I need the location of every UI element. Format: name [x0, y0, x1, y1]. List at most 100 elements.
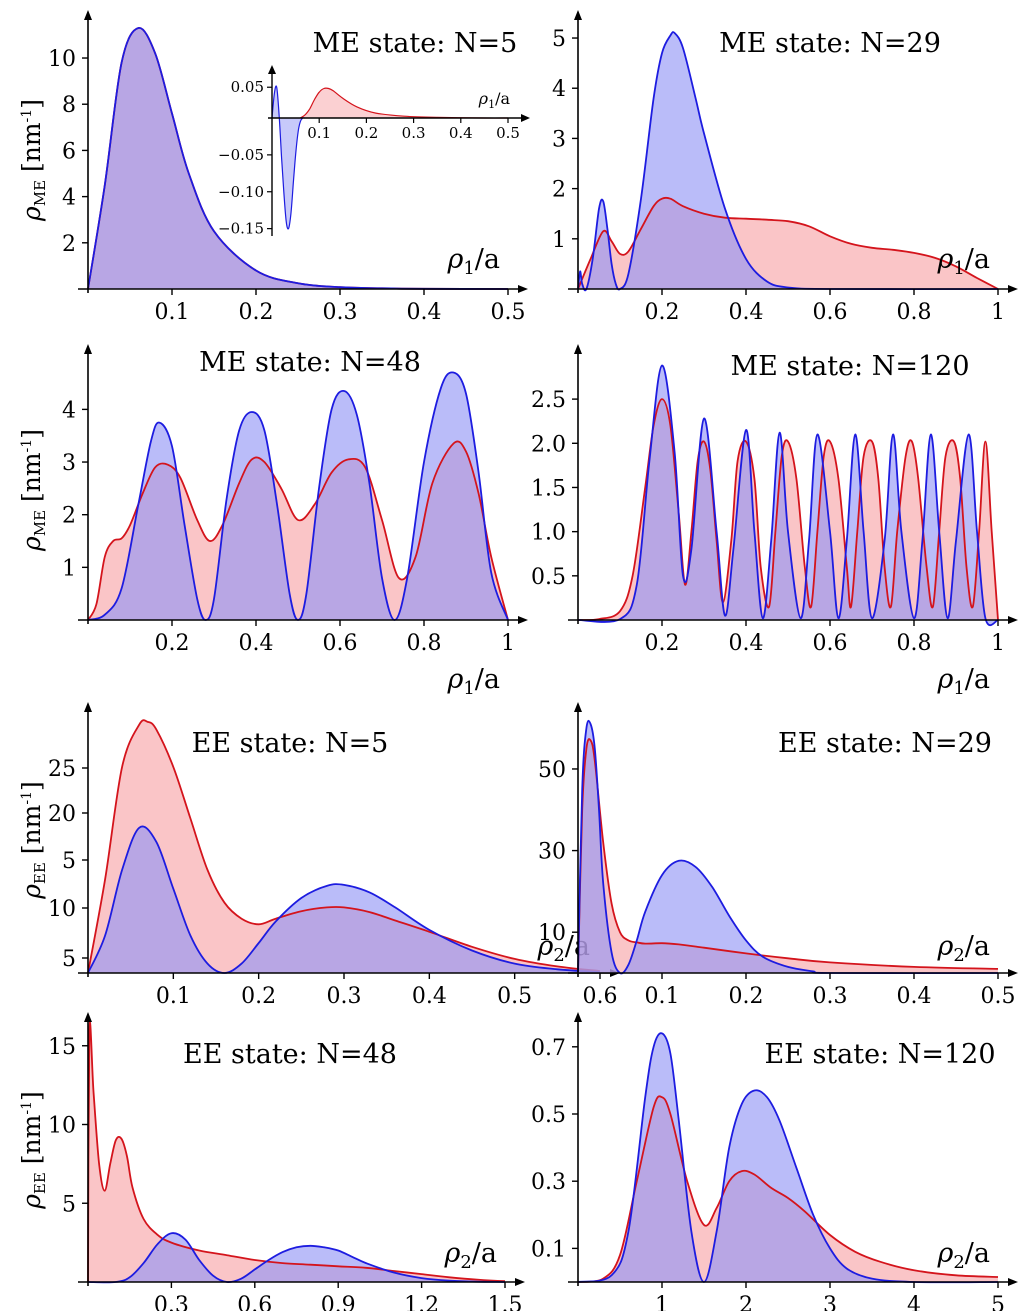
chart-title: EE state: N=29	[778, 728, 992, 759]
chart-title: ME state: N=48	[199, 347, 421, 378]
y-tick-label: 0.5	[531, 1103, 566, 1128]
series-2-area	[578, 365, 998, 626]
series-1-line	[87, 440, 509, 621]
inset-x-axis-label: ρ1/a	[478, 89, 511, 111]
y-tick-label: 3	[552, 127, 566, 152]
chart-panel-5: 0.1 0.2 0.3 0.4 0.5 0.6 5 10 5 20 25 EE state: N=5 ρ…	[17, 702, 620, 1009]
x-axis-arrow	[1008, 285, 1018, 293]
x-tick-label: 0.4	[412, 984, 447, 1009]
x-axis-label: ρ1/a	[446, 664, 500, 699]
x-tick-label: 0.9	[321, 1293, 356, 1311]
y-tick-label: 5	[62, 849, 76, 874]
y-tick-label: 4	[552, 77, 566, 102]
y-tick-label: 2.0	[531, 432, 566, 457]
y-axis-arrow	[574, 702, 582, 712]
x-tick-label: 1	[655, 1293, 669, 1311]
x-tick-label: 0.5	[497, 984, 532, 1009]
x-tick-label: 1	[501, 631, 515, 656]
y-tick-label: 10	[48, 47, 76, 72]
x-tick-label: 0.1	[645, 984, 680, 1009]
x-tick-label: 0.3	[813, 984, 848, 1009]
series-2-line	[87, 1232, 506, 1284]
chart-title: EE state: N=5	[192, 728, 389, 759]
y-tick-label: 2	[62, 504, 76, 529]
series-2-line	[577, 1032, 999, 1284]
x-tick-label: 3	[823, 1293, 837, 1311]
x-tick-label: 0.4	[729, 300, 764, 325]
x-tick-label: 1	[991, 300, 1005, 325]
x-axis-arrow	[518, 285, 528, 293]
x-tick-label: 0.6	[813, 631, 848, 656]
series-1-area	[578, 399, 998, 621]
y-axis-arrow	[84, 344, 92, 354]
y-tick-label: 4	[62, 398, 76, 423]
x-tick-label: 0.4	[729, 631, 764, 656]
y-tick-label: 0.3	[531, 1170, 566, 1195]
y-tick-label: 1.5	[531, 476, 566, 501]
y-tick-label: 8	[62, 93, 76, 118]
inset-y-tick-label: −0.10	[218, 183, 264, 201]
series-2-area	[578, 720, 998, 974]
y-tick-label: 4	[62, 186, 76, 211]
y-tick-label: 50	[538, 758, 566, 783]
x-tick-label: 0.5	[981, 984, 1016, 1009]
inset-x-tick-label: 0.2	[354, 124, 378, 142]
x-tick-label: 1.5	[488, 1293, 523, 1311]
y-axis-arrow	[84, 702, 92, 712]
chart-panel-4: 0.2 0.4 0.6 0.8 1 0.5 1.0 1.5 2.0 2.5 ME state: N=…	[531, 344, 1018, 699]
inset-x-tick-label: 0.5	[496, 124, 520, 142]
series-1-line	[577, 196, 999, 290]
inset-y-tick-label: −0.05	[218, 146, 264, 164]
y-axis-arrow	[84, 10, 92, 20]
y-tick-label: 5	[62, 947, 76, 972]
y-tick-label: 1	[552, 228, 566, 253]
chart-title: ME state: N=120	[730, 351, 969, 382]
inset-series-1-area	[272, 85, 305, 229]
chart-panel-2: 0.2 0.4 0.6 0.8 1 1 2 3 4 5 ME state: N=29 ρ1/a	[552, 10, 1018, 325]
series-2-line	[577, 364, 999, 627]
inset-y-tick-label: −0.15	[218, 220, 264, 238]
inset-series-1-line	[271, 85, 306, 230]
inset-x-axis-arrow	[521, 114, 530, 122]
x-tick-label: 0.4	[897, 984, 932, 1009]
x-tick-label: 0.2	[645, 631, 680, 656]
x-axis-label: ρ1/a	[446, 244, 500, 279]
y-tick-label: 0.5	[531, 565, 566, 590]
chart-panel-3: 0.2 0.4 0.6 0.8 1 1 2 3 4 ME state: N=48 ρ1/a ρME […	[17, 344, 528, 699]
chart-panel-7: 0.3 0.6 0.9 1.2 1.5 5 10 15 EE state: N=48 ρ2/a ρE…	[17, 1012, 525, 1311]
x-tick-label: 0.5	[491, 300, 526, 325]
x-tick-label: 0.1	[155, 300, 190, 325]
x-tick-label: 0.6	[583, 984, 618, 1009]
y-tick-label: 5	[62, 1192, 76, 1217]
series-2-area	[88, 826, 600, 973]
x-tick-label: 0.8	[897, 631, 932, 656]
chart-title: ME state: N=29	[719, 28, 941, 59]
series-2-line	[87, 371, 509, 621]
y-tick-label: 25	[48, 757, 76, 782]
inset-series-2-area	[300, 88, 508, 119]
y-axis-label: ρME [nm-1]	[17, 429, 49, 552]
series-2-area	[88, 27, 508, 290]
y-axis-label: ρEE [nm-1]	[17, 1091, 49, 1210]
x-tick-label: 0.2	[155, 631, 190, 656]
x-axis-arrow	[1008, 1278, 1018, 1286]
y-tick-label: 0.7	[531, 1036, 566, 1061]
series-2-line	[87, 825, 601, 974]
y-tick-label: 2.5	[531, 388, 566, 413]
inset-y-axis-arrow	[268, 65, 276, 74]
y-tick-label: 20	[48, 802, 76, 827]
x-tick-label: 0.8	[407, 631, 442, 656]
x-tick-label: 0.3	[323, 300, 358, 325]
y-tick-label: 3	[62, 451, 76, 476]
x-axis-arrow	[1008, 616, 1018, 624]
y-axis-arrow	[574, 1012, 582, 1022]
inset-x-tick-label: 0.4	[449, 124, 473, 142]
x-tick-label: 0.2	[645, 300, 680, 325]
x-axis-arrow	[515, 1278, 525, 1286]
y-tick-label: 10	[48, 897, 76, 922]
y-tick-label: 0.1	[531, 1237, 566, 1262]
y-axis-arrow	[574, 10, 582, 20]
y-axis-label: ρEE [nm-1]	[17, 781, 49, 900]
x-tick-label: 0.4	[239, 631, 274, 656]
x-tick-label: 0.2	[239, 300, 274, 325]
